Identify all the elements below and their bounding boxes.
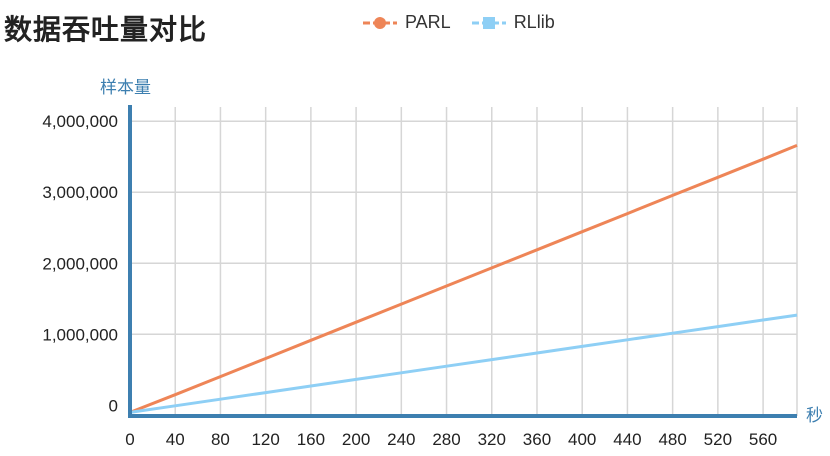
legend-item-rllib[interactable]: RLlib <box>471 12 555 33</box>
series-line-rllib <box>129 313 798 414</box>
x-tick-label: 120 <box>251 430 279 449</box>
legend-label-parl: PARL <box>405 12 451 32</box>
series-lines <box>129 144 798 414</box>
x-tick-label: 200 <box>342 430 370 449</box>
x-tick-label: 0 <box>125 430 134 449</box>
legend-item-parl[interactable]: PARL <box>362 12 451 33</box>
series-line-parl <box>129 144 798 414</box>
y-tick-label: 0 <box>109 396 118 415</box>
x-tick-label: 440 <box>613 430 641 449</box>
legend-marker-parl-icon <box>363 16 397 29</box>
legend-label-rllib: RLlib <box>513 12 555 32</box>
x-tick-label: 320 <box>478 430 506 449</box>
chart-title: 数据吞吐量对比 <box>4 13 208 46</box>
x-tick-label: 480 <box>658 430 686 449</box>
y-axis-title: 样本量 <box>100 78 151 98</box>
axes <box>128 105 797 418</box>
x-tick-label: 520 <box>704 430 732 449</box>
y-tick-label: 3,000,000 <box>42 183 118 202</box>
tick-labels: 0 1,000,000 2,000,000 3,000,000 4,000,000 0 40… <box>42 78 823 449</box>
x-tick-label: 160 <box>297 430 325 449</box>
x-tick-label: 280 <box>432 430 460 449</box>
legend-marker-rllib-icon <box>471 16 506 29</box>
legend: PARL RLlib <box>362 12 555 33</box>
y-tick-label: 1,000,000 <box>42 325 118 344</box>
x-tick-label: 80 <box>211 430 230 449</box>
x-tick-label: 360 <box>523 430 551 449</box>
x-tick-label: 240 <box>387 430 415 449</box>
y-tick-label: 4,000,000 <box>42 112 118 131</box>
x-tick-label: 560 <box>749 430 777 449</box>
x-axis-title: 秒 <box>806 406 823 426</box>
y-tick-label: 2,000,000 <box>42 254 118 273</box>
x-tick-label: 40 <box>166 430 185 449</box>
x-tick-label: 400 <box>568 430 596 449</box>
grid <box>130 107 798 416</box>
